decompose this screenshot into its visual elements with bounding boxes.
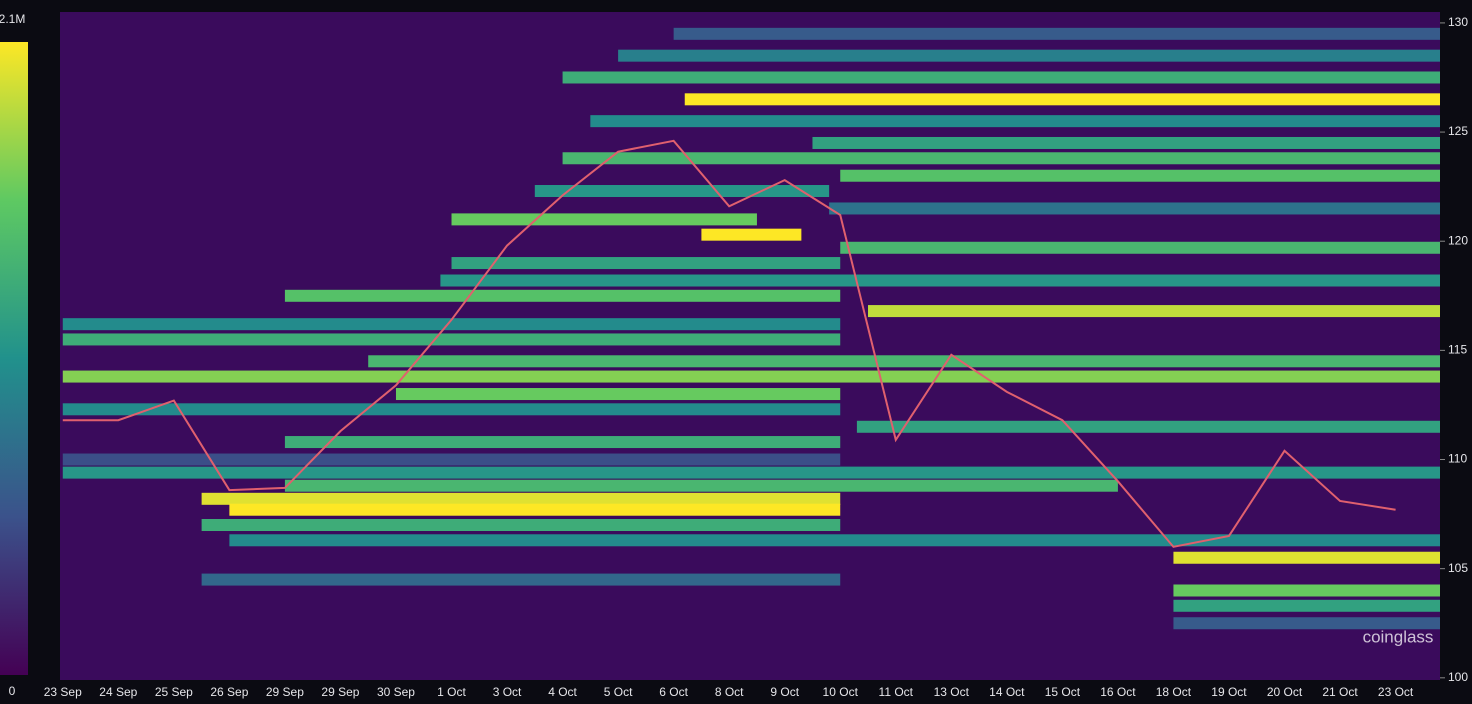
heat-band	[840, 241, 1440, 254]
x-tick-label: 1 Oct	[437, 685, 466, 699]
heat-band	[284, 436, 841, 449]
heat-band	[368, 355, 1441, 368]
price-line	[62, 139, 1396, 548]
x-tick-label: 18 Oct	[1156, 685, 1192, 699]
colorbar	[0, 42, 28, 675]
x-tick-label: 29 Sep	[321, 685, 359, 699]
heat-band	[284, 289, 841, 302]
heat-band	[395, 388, 841, 401]
heat-band	[284, 479, 1118, 492]
heat-band	[1173, 551, 1440, 564]
heat-band	[673, 27, 1440, 40]
x-tick-label: 8 Oct	[715, 685, 744, 699]
x-tick-label: 15 Oct	[1045, 685, 1081, 699]
heat-band	[62, 466, 1441, 479]
colorbar-tick-label: 2.1M	[0, 12, 25, 26]
heat-band	[440, 274, 1440, 287]
heat-band	[1173, 617, 1440, 630]
heat-band	[840, 169, 1440, 182]
y-tick-label: 100	[1448, 670, 1468, 684]
y-tick-label: 130	[1448, 15, 1468, 29]
heat-band	[618, 49, 1440, 62]
y-tick-label: 110	[1448, 452, 1467, 466]
heat-band	[229, 534, 1441, 547]
x-tick-label: 23 Oct	[1378, 685, 1414, 699]
heat-band	[62, 453, 841, 466]
x-tick-label: 25 Sep	[155, 685, 193, 699]
heat-band	[201, 519, 841, 532]
x-tick-label: 23 Sep	[44, 685, 82, 699]
x-tick-label: 21 Oct	[1322, 685, 1358, 699]
heat-band	[701, 228, 802, 241]
heat-band	[62, 333, 841, 346]
heat-band	[201, 492, 841, 505]
x-tick-label: 4 Oct	[548, 685, 577, 699]
heat-band	[1173, 584, 1440, 597]
heat-band	[684, 93, 1440, 106]
heat-band	[590, 115, 1440, 128]
x-tick-label: 20 Oct	[1267, 685, 1303, 699]
heat-band	[812, 136, 1440, 149]
x-tick-label: 14 Oct	[989, 685, 1025, 699]
x-tick-label: 30 Sep	[377, 685, 415, 699]
x-tick-label: 9 Oct	[770, 685, 799, 699]
x-tick-label: 3 Oct	[493, 685, 522, 699]
heat-band	[856, 420, 1440, 433]
x-tick-label: 5 Oct	[604, 685, 633, 699]
heat-band	[1173, 599, 1440, 612]
x-tick-label: 10 Oct	[823, 685, 859, 699]
x-tick-label: 19 Oct	[1211, 685, 1247, 699]
x-tick-label: 16 Oct	[1100, 685, 1136, 699]
watermark: coinglass	[1363, 627, 1434, 646]
heat-band	[201, 573, 841, 586]
x-tick-label: 29 Sep	[266, 685, 304, 699]
heat-band	[534, 185, 830, 198]
x-tick-label: 26 Sep	[210, 685, 248, 699]
x-tick-label: 6 Oct	[659, 685, 688, 699]
heat-band	[62, 318, 841, 331]
colorbar-tick-label: 0	[9, 684, 16, 698]
heat-band	[562, 71, 1440, 84]
y-tick-label: 125	[1448, 124, 1468, 138]
y-tick-label: 105	[1448, 561, 1468, 575]
heat-band	[62, 370, 1441, 383]
x-tick-label: 11 Oct	[879, 685, 914, 699]
heat-band	[868, 305, 1440, 318]
y-tick-label: 120	[1448, 233, 1468, 247]
heat-band	[451, 213, 757, 226]
x-tick-label: 24 Sep	[99, 685, 137, 699]
x-tick-label: 13 Oct	[934, 685, 970, 699]
heat-band	[451, 257, 841, 270]
heat-band	[829, 202, 1440, 215]
heat-band	[62, 403, 841, 416]
heat-band	[562, 152, 1440, 165]
heat-band	[229, 503, 841, 516]
y-tick-label: 115	[1448, 343, 1467, 357]
